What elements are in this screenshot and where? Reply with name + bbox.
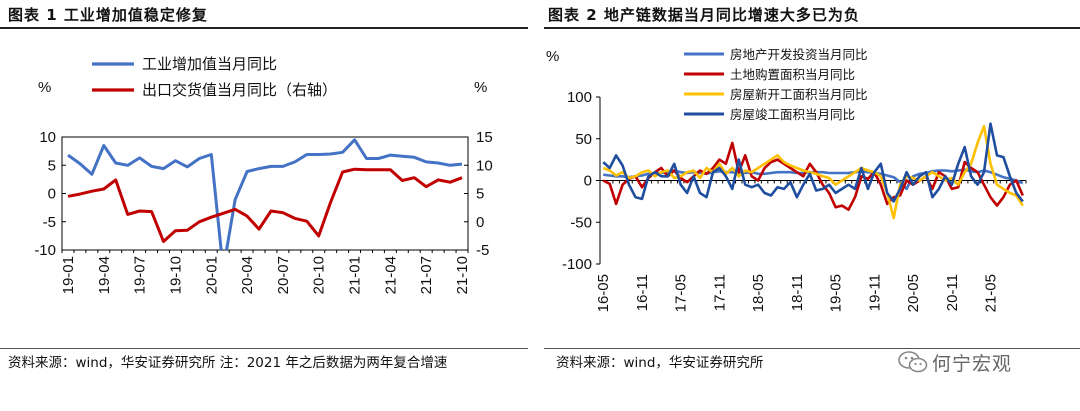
figure1-title: 图表 1 工业增加值稳定修复 xyxy=(8,6,208,24)
x-tick-label: 20-11 xyxy=(944,274,961,311)
watermark-text: 何宁宏观 xyxy=(932,353,1013,375)
legend-label: 房地产开发投资当月同比 xyxy=(730,47,868,62)
legend-label: 房屋竣工面积当月同比 xyxy=(730,107,855,122)
plot-frame xyxy=(61,136,469,251)
y-left-tick-label: -10 xyxy=(34,242,56,259)
y-tick-label: 50 xyxy=(575,131,592,148)
y-tick-label: -100 xyxy=(562,256,592,273)
title-rule-right xyxy=(544,27,1080,29)
x-tick-label: 18-11 xyxy=(789,274,806,311)
y-right-tick-label: 0 xyxy=(476,214,484,231)
y-right-tick-label: -5 xyxy=(476,242,489,259)
legend-label: 出口交货值当月同比（右轴） xyxy=(142,81,337,99)
series-line-completions xyxy=(602,122,1024,203)
figure2-title: 图表 2 地产链数据当月同比增速大多已为负 xyxy=(548,6,860,24)
x-tick-label: 21-10 xyxy=(454,256,471,294)
x-tick-label: 21-01 xyxy=(347,256,364,294)
source-rule-left xyxy=(0,348,528,349)
source-rule-right xyxy=(544,348,1080,349)
legend-label: 工业增加值当月同比 xyxy=(142,55,277,73)
x-tick-label: 20-04 xyxy=(239,256,256,294)
x-tick-label: 17-05 xyxy=(673,274,690,312)
y-tick-label: 0 xyxy=(584,173,592,190)
wechat-icon xyxy=(898,351,928,373)
x-tick-label: 19-11 xyxy=(866,274,883,311)
x-tick-label: 20-10 xyxy=(311,256,328,294)
series-line-new-starts xyxy=(602,124,1024,220)
industrial-value-added-chart: 10 5 0 -5 -10 15 10 5 0 -5% % 19-01 19-04 19-07 19-10 2… xyxy=(34,55,493,294)
x-tick-label: 20-01 xyxy=(203,256,220,294)
y-left-tick-label: -5 xyxy=(43,214,56,231)
x-tick-label: 16-05 xyxy=(595,274,612,312)
x-tick-label: 17-11 xyxy=(711,274,728,311)
legend-label: 土地购置面积当月同比 xyxy=(730,67,855,82)
figure2-source-note: 资料来源：wind，华安证券研究所 xyxy=(556,355,764,371)
x-tick-label: 19-04 xyxy=(96,256,113,294)
y-left-unit: % xyxy=(38,79,51,96)
x-tick-label: 19-07 xyxy=(132,256,149,294)
x-tick-label: 20-05 xyxy=(905,274,922,312)
property-chain-chart: 100 50 0 -50 -100% 16-05 16-11 17-05 17-11 18-05 1… xyxy=(546,47,1027,312)
x-tick-label: 19-05 xyxy=(828,274,845,312)
y-right-tick-label: 15 xyxy=(476,129,493,146)
series-line-industrial-value-added xyxy=(67,138,463,250)
y-tick-label: 100 xyxy=(567,89,592,106)
series-line-land-purchase xyxy=(602,141,1024,211)
y-right-unit: % xyxy=(474,79,487,96)
x-tick-label: 21-05 xyxy=(983,274,1000,312)
title-rule-left xyxy=(0,27,528,29)
y-left-tick-label: 5 xyxy=(48,157,56,174)
x-tick-label: 21-04 xyxy=(382,256,399,294)
y-left-tick-label: 0 xyxy=(48,186,56,203)
x-tick-label: 19-10 xyxy=(167,256,184,294)
y-left-tick-label: 10 xyxy=(39,129,56,146)
x-tick-label: 19-01 xyxy=(60,256,77,294)
x-tick-label: 16-11 xyxy=(634,274,651,311)
series-line-export-delivery xyxy=(67,167,463,243)
x-tick-label: 20-07 xyxy=(275,256,292,294)
x-tick-label: 21-07 xyxy=(418,256,435,294)
y-right-tick-label: 5 xyxy=(476,186,484,203)
y-unit: % xyxy=(546,48,559,65)
y-tick-label: -50 xyxy=(570,214,592,231)
figure1-source-note: 资料来源：wind，华安证券研究所 注：2021 年之后数据为两年复合增速 xyxy=(8,355,448,371)
y-right-tick-label: 10 xyxy=(476,157,493,174)
x-tick-label: 18-05 xyxy=(750,274,767,312)
legend-label: 房屋新开工面积当月同比 xyxy=(730,87,868,102)
